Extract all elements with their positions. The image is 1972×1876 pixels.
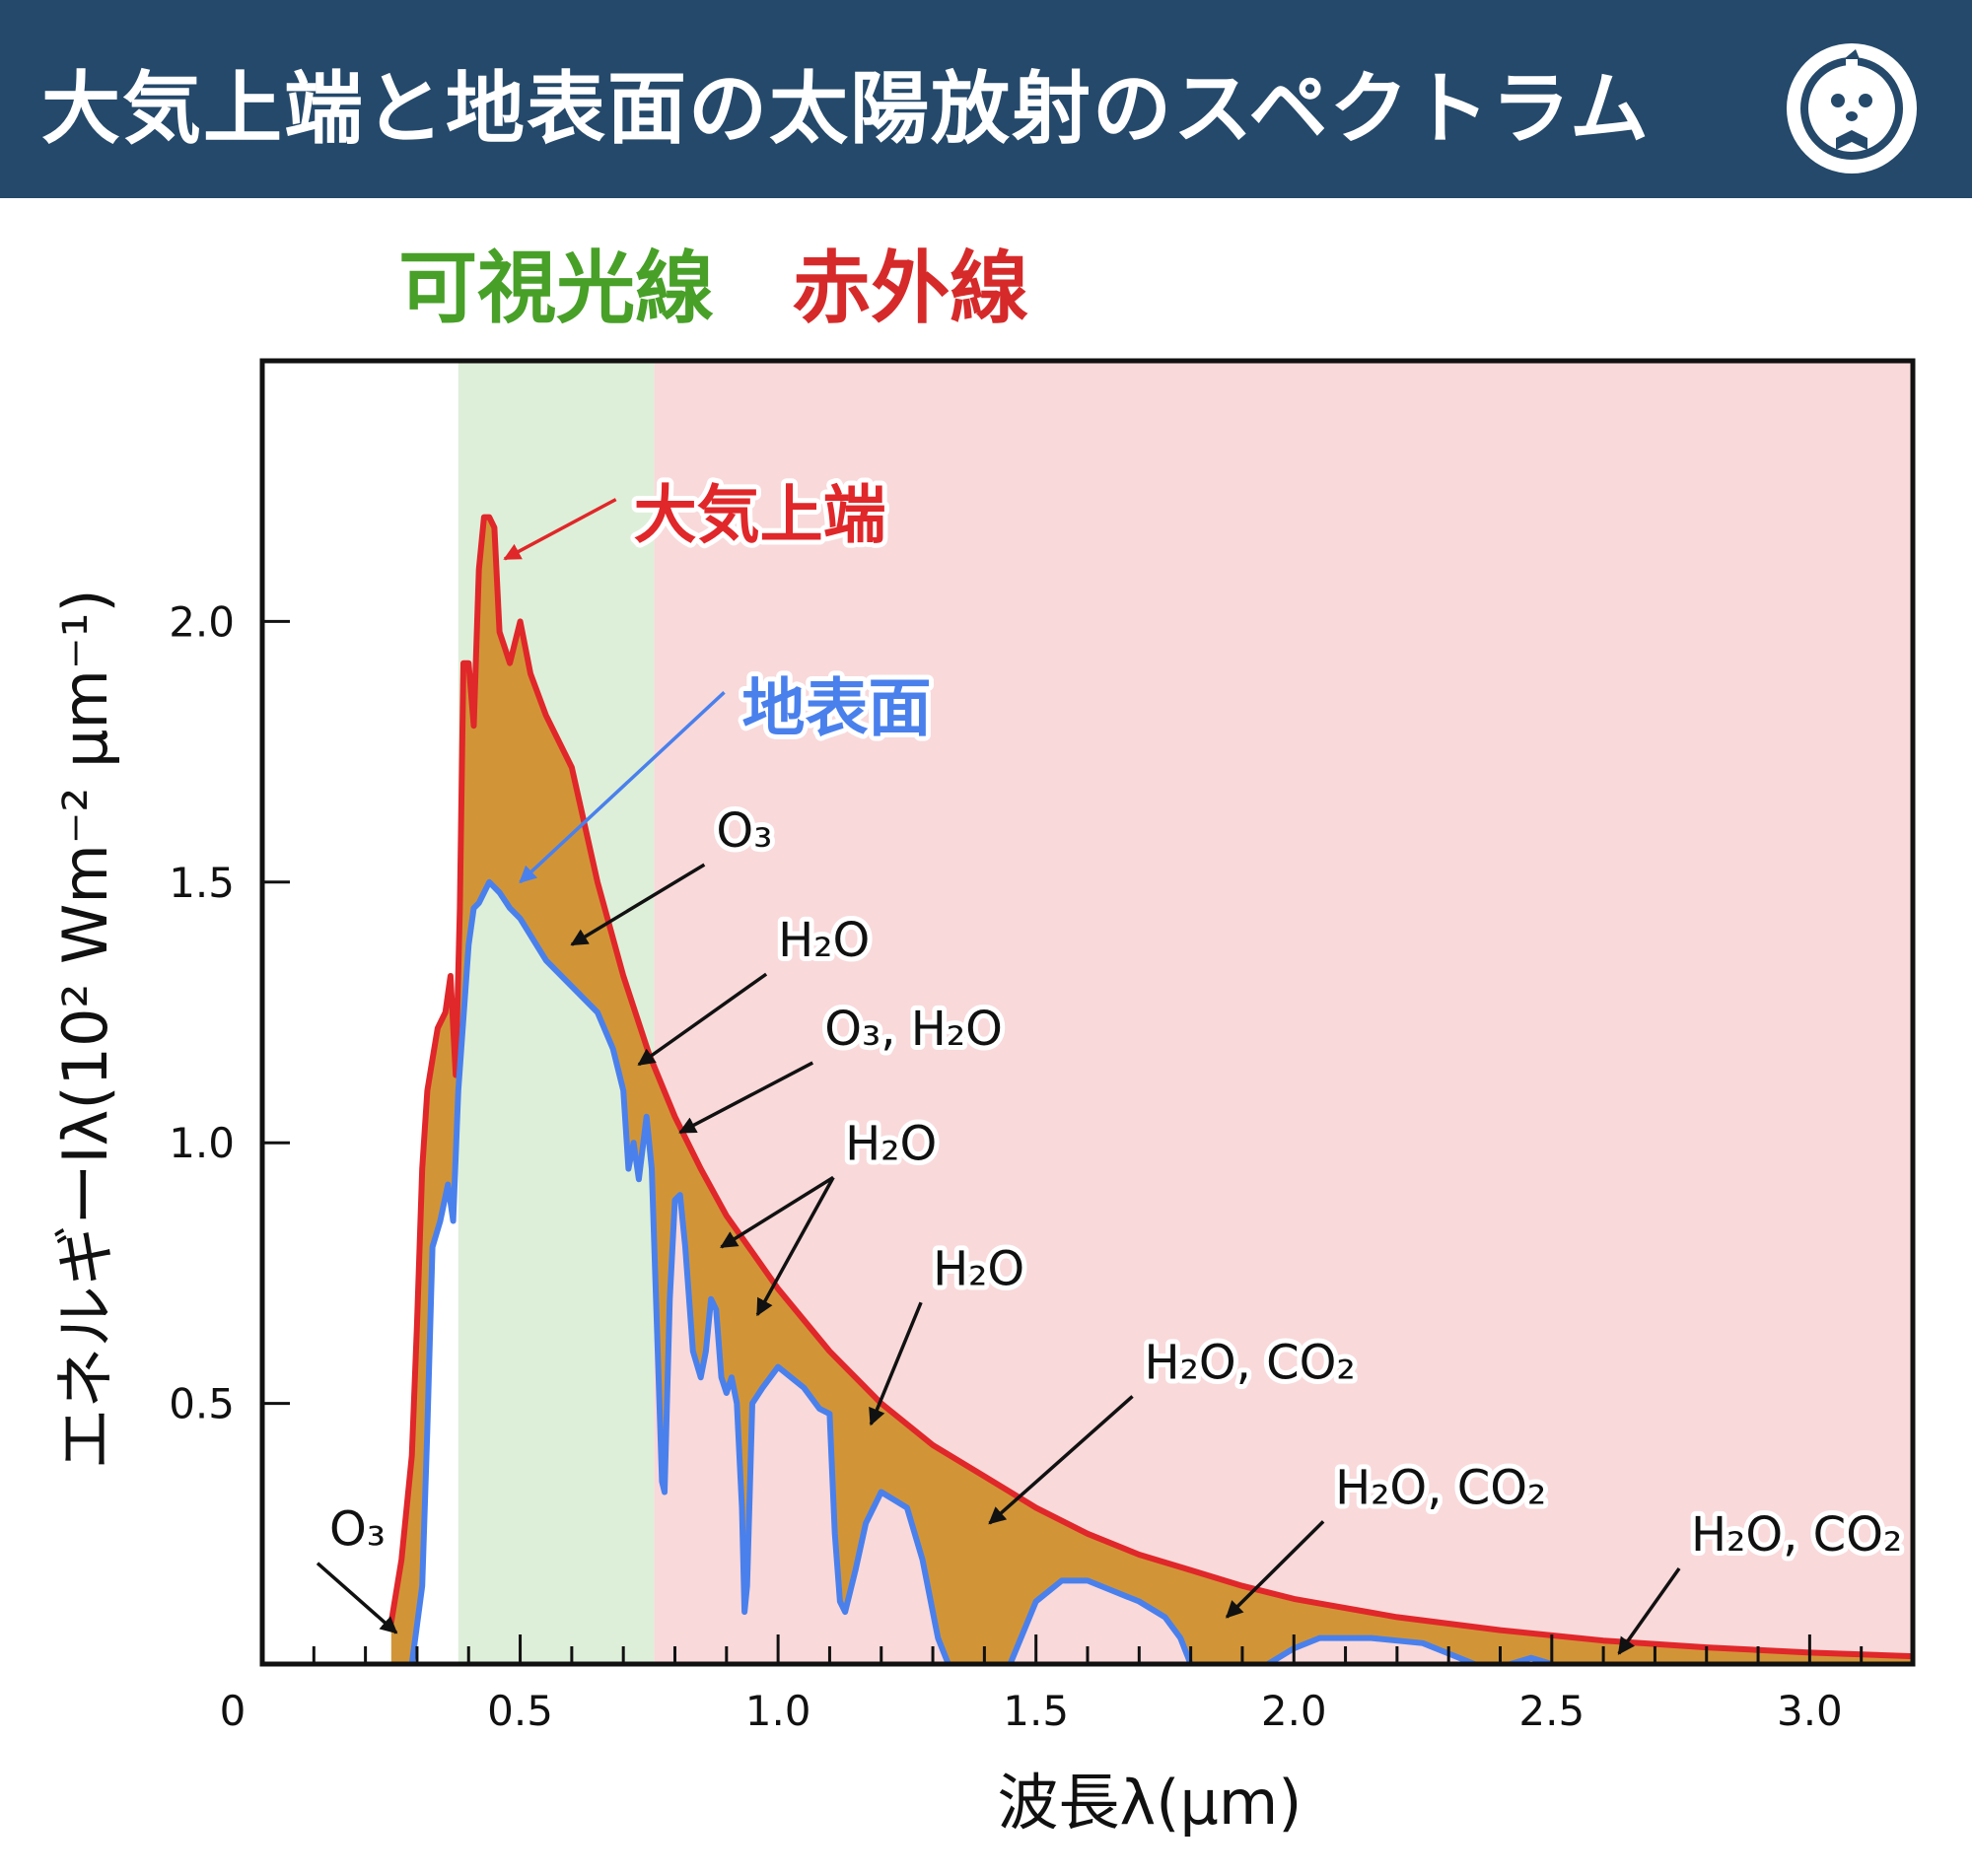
y-tick-label: 1.0 — [169, 1119, 235, 1167]
series-label-arrow — [503, 498, 617, 561]
annotation-label: O₃, H₂O — [824, 1002, 1003, 1057]
x-tick-label: 2.0 — [1261, 1687, 1327, 1735]
annotation-label: H₂O — [933, 1241, 1024, 1296]
x-tick-label: 3.0 — [1777, 1687, 1843, 1735]
annotation-arrow — [755, 1176, 835, 1317]
region-label: 可視光線 — [398, 243, 714, 334]
region-label: 赤外線 — [792, 243, 1028, 334]
annotation-label: O₃ — [329, 1502, 386, 1558]
annotation-arrow — [678, 1061, 814, 1135]
y-tick-label: 0.5 — [169, 1380, 235, 1428]
annotation-arrow — [720, 1175, 835, 1249]
annotation-label: H₂O, CO₂ — [1335, 1460, 1546, 1515]
series-label: 地表面 — [742, 672, 932, 745]
annotation-arrow — [1617, 1566, 1681, 1655]
series-line-surface — [1007, 1577, 1194, 1664]
title-bar: 大気上端と地表面の太陽放射のスペクトラム — [0, 0, 1972, 198]
y-tick-label: 1.5 — [169, 859, 235, 907]
x-tick-label: 0.5 — [487, 1687, 553, 1735]
x-axis-title: 波長λ(μm) — [998, 1767, 1303, 1839]
annotation-label: H₂O, CO₂ — [1691, 1507, 1902, 1563]
annotation-arrow — [869, 1301, 923, 1426]
annotation-arrow — [988, 1395, 1134, 1525]
x-tick-label: 2.5 — [1518, 1687, 1585, 1735]
annotation-arrow — [637, 972, 768, 1067]
mascot-face-icon — [1787, 43, 1917, 174]
page-title: 大気上端と地表面の太陽放射のスペクトラム — [41, 63, 1651, 155]
annotation-arrow — [316, 1562, 398, 1634]
y-axis-title: エネルギーIλ(10² Wm⁻² μm⁻¹) — [49, 589, 121, 1469]
annotation-label: O₃ — [716, 803, 772, 859]
annotation-arrow — [1226, 1520, 1325, 1619]
series-label: 大気上端 — [634, 480, 886, 553]
x-tick-label: 0 — [220, 1687, 246, 1735]
annotation-label: H₂O — [845, 1116, 937, 1171]
annotation-label: H₂O, CO₂ — [1145, 1335, 1356, 1390]
series-line-surface — [408, 878, 951, 1664]
annotation-label: H₂O — [778, 913, 870, 968]
x-tick-label: 1.5 — [1003, 1687, 1069, 1735]
annotation-arrow — [570, 863, 706, 946]
x-tick-label: 1.0 — [745, 1687, 811, 1735]
series-label-arrow — [519, 691, 726, 884]
y-tick-label: 2.0 — [169, 597, 235, 646]
series-line-toa — [387, 514, 1913, 1660]
